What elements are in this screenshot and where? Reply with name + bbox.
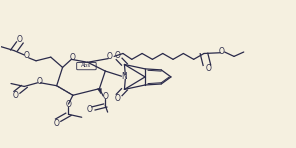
Text: O: O (65, 100, 71, 109)
Text: O: O (107, 52, 113, 61)
Text: O: O (70, 53, 76, 62)
Text: O: O (54, 119, 59, 128)
Text: O: O (12, 91, 18, 100)
Text: O: O (205, 64, 211, 73)
Text: Abs: Abs (81, 63, 91, 68)
Text: O: O (17, 35, 23, 44)
Text: O: O (218, 47, 224, 56)
FancyBboxPatch shape (77, 62, 96, 70)
Text: O: O (115, 94, 120, 103)
Text: O: O (102, 92, 108, 101)
Text: O: O (115, 51, 120, 60)
Polygon shape (97, 89, 102, 94)
Text: O: O (37, 77, 43, 86)
Text: O: O (87, 105, 93, 114)
Text: O: O (24, 51, 30, 60)
Text: N: N (121, 72, 127, 81)
